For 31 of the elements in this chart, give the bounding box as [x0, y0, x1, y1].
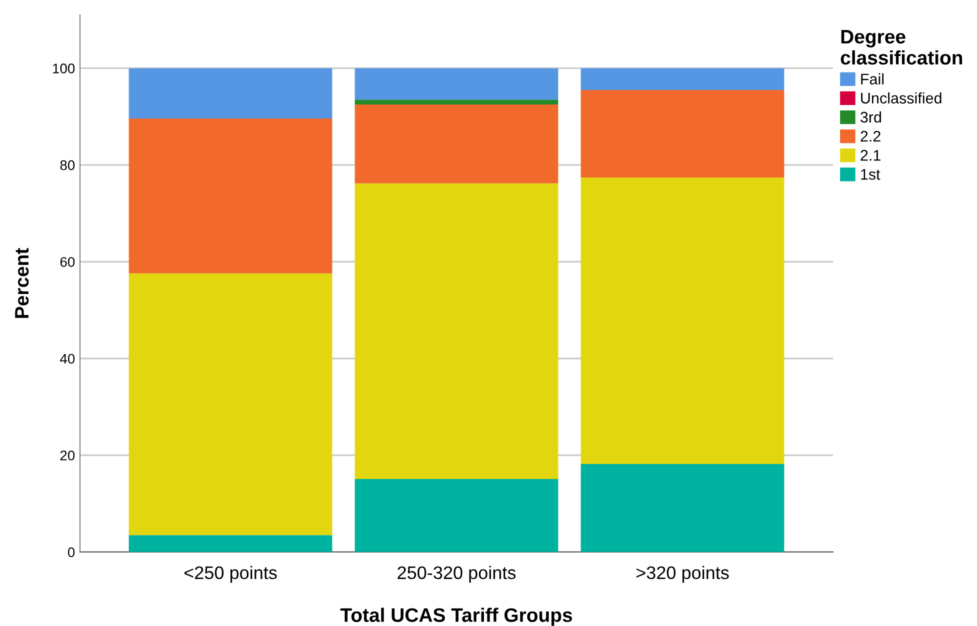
- bar: [580, 464, 784, 552]
- x-tick-label: <250 points: [184, 566, 277, 583]
- legend-label: 2.2: [860, 130, 880, 142]
- bar: [128, 68, 332, 119]
- bar: [354, 104, 558, 184]
- y-tick-label: 80: [60, 160, 75, 170]
- y-tick-label: 100: [53, 64, 75, 74]
- legend-label: 2.1: [860, 150, 880, 161]
- bar: [354, 68, 558, 100]
- x-tick-label: 250-320 points: [398, 566, 516, 583]
- bar: [354, 100, 558, 104]
- y-tick-label: 20: [60, 450, 75, 460]
- bar: [128, 118, 332, 274]
- y-axis-title: Percent: [15, 248, 29, 318]
- bar: [580, 90, 784, 178]
- y-tick-label: 40: [60, 354, 75, 364]
- legend-label: 3rd: [860, 111, 882, 123]
- legend-label: Unclassified: [861, 92, 942, 104]
- x-axis-title: Total UCAS Tariff Groups: [340, 608, 572, 626]
- y-tick-label: 60: [60, 257, 75, 267]
- y-tick-label: 0: [68, 547, 75, 558]
- bar: [128, 535, 332, 552]
- legend-title: Degree classification: [840, 30, 962, 65]
- bar: [128, 273, 332, 536]
- bar: [580, 178, 784, 464]
- legend-label: 1st: [861, 169, 880, 180]
- bar: [354, 478, 558, 552]
- bar: [354, 183, 558, 479]
- bar: [580, 68, 784, 90]
- legend-label: Fail: [861, 73, 884, 85]
- x-tick-label: >320 points: [636, 566, 729, 583]
